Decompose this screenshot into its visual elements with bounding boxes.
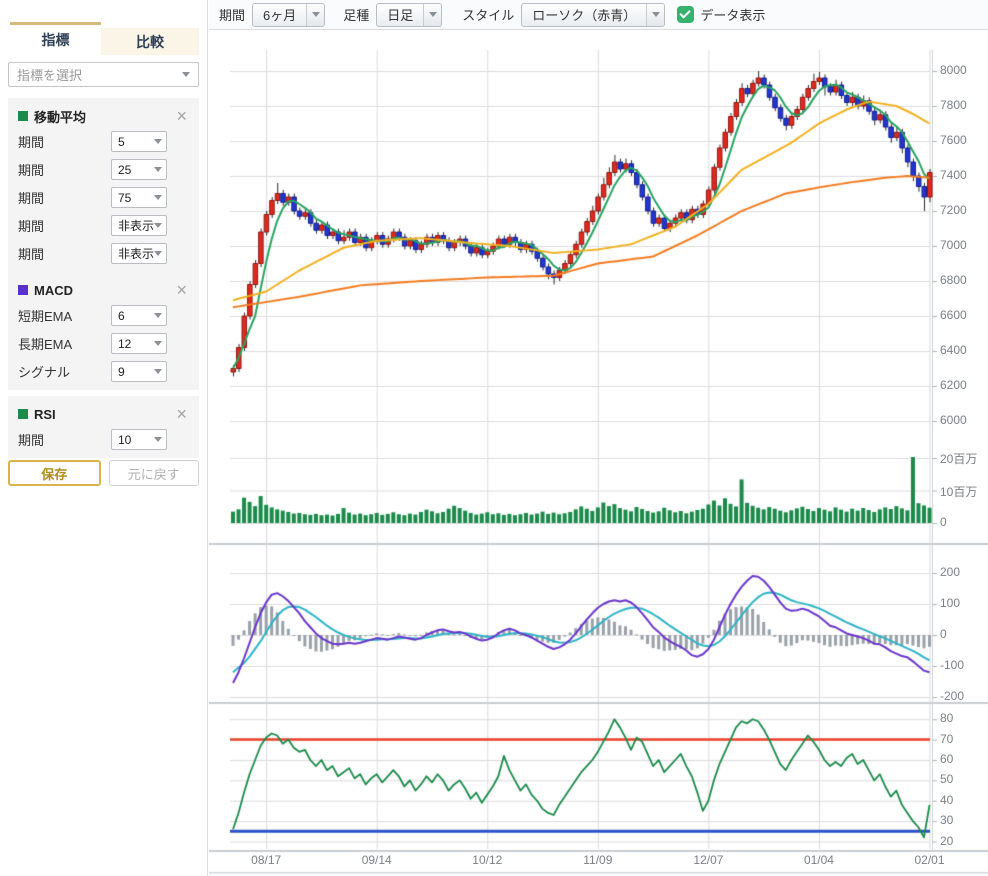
row-label: 期間 bbox=[18, 433, 45, 448]
chevron-down-icon bbox=[651, 12, 660, 17]
sidebar-tabs: 指標 比較 bbox=[10, 22, 199, 55]
data-display-label: データ表示 bbox=[700, 8, 766, 23]
y-axis-rsi-label: 60 bbox=[940, 751, 954, 766]
ma-color-swatch bbox=[18, 111, 28, 121]
y-axis-price-label: 7200 bbox=[940, 203, 967, 217]
indicator-select-placeholder: 指標を選択 bbox=[17, 68, 83, 83]
macd-short-ema-select[interactable]: 6 bbox=[111, 305, 167, 326]
tab-indicators[interactable]: 指標 bbox=[10, 22, 101, 55]
indicator-sidebar: 指標 比較 指標を選択 移動平均 × 期間 5 期間 25 期間 75 期間 非… bbox=[0, 0, 208, 876]
bartype-dropdown[interactable]: 日足 bbox=[376, 2, 443, 27]
ma-period-3-select[interactable]: 75 bbox=[111, 187, 167, 208]
tab-compare[interactable]: 比較 bbox=[101, 28, 199, 55]
ma-period-2-select[interactable]: 25 bbox=[111, 159, 167, 180]
y-axis-volume-label: 10百万 bbox=[940, 484, 978, 499]
y-axis-rsi-label: 40 bbox=[940, 792, 954, 807]
y-axis-price-label: 6200 bbox=[940, 378, 967, 392]
y-axis-price-label: 7400 bbox=[940, 168, 967, 182]
style-dropdown[interactable]: ローソク（赤青） bbox=[521, 2, 666, 27]
y-axis-macd-label: 100 bbox=[940, 596, 961, 610]
y-axis-rsi-label: 80 bbox=[940, 711, 954, 726]
macd-color-swatch bbox=[18, 285, 28, 295]
dropdown-arrow-button[interactable] bbox=[306, 3, 325, 26]
y-axis-volume-label: 0 bbox=[940, 515, 947, 529]
row-label: 期間 bbox=[18, 247, 45, 262]
y-axis-macd-label: 0 bbox=[940, 627, 947, 641]
section-macd: MACD × 短期EMA 6 長期EMA 12 シグナル 9 bbox=[8, 272, 199, 390]
row-label: 期間 bbox=[18, 163, 45, 178]
x-axis-label: 01/04 bbox=[803, 853, 834, 867]
chevron-down-icon bbox=[154, 369, 162, 374]
y-axis-price-label: 6800 bbox=[940, 273, 967, 287]
y-axis-price-label: 8000 bbox=[940, 63, 967, 77]
style-label: スタイル bbox=[462, 8, 515, 23]
section-title: 移動平均 bbox=[34, 109, 87, 125]
y-axis-volume-label: 20百万 bbox=[940, 452, 978, 466]
y-axis-macd-label: -100 bbox=[940, 658, 965, 672]
x-axis-label: 08/17 bbox=[251, 853, 282, 867]
row-label: 長期EMA bbox=[18, 337, 73, 352]
row-label: 期間 bbox=[18, 191, 45, 206]
row-label: 期間 bbox=[18, 219, 45, 234]
x-axis-label: 02/01 bbox=[914, 853, 945, 867]
macd-long-ema-select[interactable]: 12 bbox=[111, 333, 167, 354]
y-axis-rsi-label: 30 bbox=[940, 813, 954, 828]
price-chart-canvas[interactable] bbox=[209, 0, 988, 876]
close-icon[interactable]: × bbox=[176, 106, 187, 126]
y-axis-price-label: 7800 bbox=[940, 98, 967, 112]
y-axis-rsi-label: 20 bbox=[940, 833, 954, 848]
chevron-down-icon bbox=[182, 72, 190, 77]
section-rsi: RSI × 期間 10 bbox=[8, 396, 199, 458]
x-axis-label: 12/07 bbox=[693, 853, 724, 867]
x-axis-label: 11/09 bbox=[583, 853, 613, 867]
close-icon[interactable]: × bbox=[176, 404, 187, 424]
chevron-down-icon bbox=[154, 223, 163, 228]
chevron-down-icon bbox=[154, 167, 162, 172]
chevron-down-icon bbox=[154, 139, 162, 144]
macd-signal-select[interactable]: 9 bbox=[111, 361, 167, 382]
section-moving-average: 移動平均 × 期間 5 期間 25 期間 75 期間 非表示 期間 非表示 bbox=[8, 98, 199, 272]
chevron-down-icon bbox=[154, 195, 162, 200]
close-icon[interactable]: × bbox=[176, 280, 187, 300]
y-axis-price-label: 6000 bbox=[940, 413, 967, 427]
chevron-down-icon bbox=[154, 341, 162, 346]
dropdown-arrow-button[interactable] bbox=[646, 3, 665, 26]
row-label: 期間 bbox=[18, 135, 45, 150]
period-dropdown[interactable]: 6ヶ月 bbox=[252, 2, 326, 27]
period-label: 期間 bbox=[219, 8, 246, 23]
y-axis-rsi-label: 70 bbox=[940, 731, 954, 746]
y-axis-price-label: 7000 bbox=[940, 238, 967, 252]
bartype-label: 足種 bbox=[343, 8, 370, 23]
y-axis-price-label: 7600 bbox=[940, 133, 967, 147]
rsi-period-select[interactable]: 10 bbox=[111, 429, 167, 450]
dropdown-arrow-button[interactable] bbox=[423, 3, 442, 26]
section-title: MACD bbox=[34, 282, 73, 298]
y-axis-rsi-label: 50 bbox=[940, 772, 954, 787]
row-label: 短期EMA bbox=[18, 309, 73, 324]
y-axis-price-label: 6400 bbox=[940, 343, 967, 357]
ma-period-1-select[interactable]: 5 bbox=[111, 131, 167, 152]
chevron-down-icon bbox=[154, 251, 163, 256]
y-axis-macd-label: -200 bbox=[940, 689, 965, 703]
section-title: RSI bbox=[34, 406, 56, 422]
chevron-down-icon bbox=[428, 12, 437, 17]
save-button[interactable]: 保存 bbox=[8, 460, 101, 486]
chevron-down-icon bbox=[154, 313, 162, 318]
indicator-select[interactable]: 指標を選択 bbox=[8, 62, 199, 87]
chevron-down-icon bbox=[154, 437, 162, 442]
y-axis-price-label: 6600 bbox=[940, 308, 967, 322]
x-axis-label: 09/14 bbox=[361, 853, 392, 867]
row-label: シグナル bbox=[18, 365, 71, 380]
data-display-checkbox[interactable] bbox=[677, 6, 695, 23]
rsi-color-swatch bbox=[18, 409, 28, 419]
y-axis-macd-label: 200 bbox=[940, 565, 961, 579]
ma-period-5-select[interactable]: 非表示 bbox=[111, 243, 167, 264]
ma-period-4-select[interactable]: 非表示 bbox=[111, 215, 167, 236]
chevron-down-icon bbox=[311, 12, 320, 17]
chart-toolbar: 期間 6ヶ月 足種 日足 スタイル ローソク（赤青） データ表示 bbox=[209, 0, 988, 30]
reset-button[interactable]: 元に戻す bbox=[108, 460, 199, 486]
x-axis-label: 10/12 bbox=[472, 853, 503, 867]
